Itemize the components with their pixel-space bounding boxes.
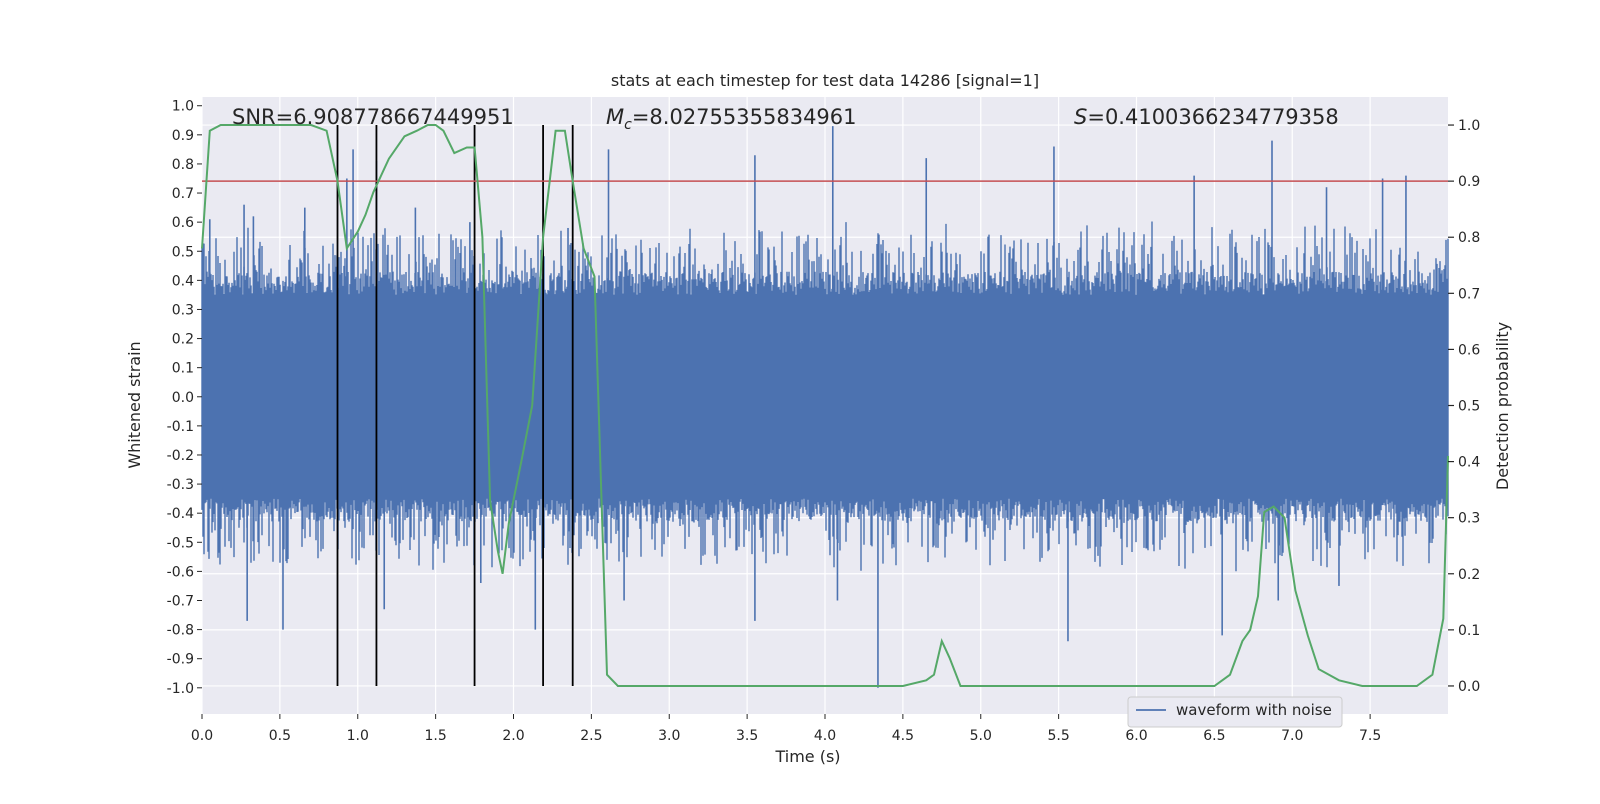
x-tick-label: 7.0: [1281, 728, 1303, 744]
y-tick-label: 0.6: [172, 215, 194, 231]
event-marker-layer: [336, 125, 574, 686]
x-tick-label: 1.5: [424, 728, 446, 744]
x-tick-label: 0.5: [269, 728, 291, 744]
y-axis-label: Whitened strain: [125, 341, 144, 468]
x-tick-label: 5.5: [1047, 728, 1069, 744]
y-tick-label: -0.9: [167, 652, 194, 668]
y-tick-label: 0.2: [172, 332, 194, 348]
y-tick-label: -0.8: [167, 623, 194, 639]
s-annotation: S=0.4100366234779358: [1074, 105, 1339, 129]
x-tick-label: 3.0: [658, 728, 680, 744]
x-tick-label: 6.5: [1203, 728, 1225, 744]
chart-title: stats at each timestep for test data 142…: [611, 71, 1039, 90]
x-tick-label: 7.5: [1359, 728, 1381, 744]
y-tick-label: 0.0: [172, 390, 194, 406]
y-tick-label: -0.1: [167, 419, 194, 435]
y-tick-label: 1.0: [172, 99, 194, 115]
y-tick-label: -0.4: [167, 506, 194, 522]
x-tick-label: 0.0: [191, 728, 213, 744]
y-tick-label: 0.7: [172, 186, 194, 202]
chirp-mass-subscript: c: [624, 117, 632, 133]
y2-tick-label: 0.2: [1458, 567, 1480, 583]
legend: waveform with noise: [1127, 696, 1343, 728]
legend-box: [1127, 696, 1343, 728]
x-tick-label: 1.0: [347, 728, 369, 744]
chirp-mass-symbol: M: [606, 105, 624, 129]
y2-tick-label: 1.0: [1458, 118, 1480, 134]
waveform-band: [201, 221, 1449, 572]
y2-tick-label: 0.1: [1458, 623, 1480, 639]
y-tick-label: 0.5: [172, 244, 194, 260]
x-tick-label: 2.5: [580, 728, 602, 744]
y-tick-label: 0.1: [172, 361, 194, 377]
s-symbol: S: [1074, 105, 1087, 129]
x-tick-label: 4.5: [892, 728, 914, 744]
x-tick-label: 3.5: [736, 728, 758, 744]
chirp-mass-value: =8.02755355834961: [632, 105, 857, 129]
y-tick-label: 0.4: [172, 273, 194, 289]
y-tick-label: -0.2: [167, 448, 194, 464]
y-tick-label: 0.3: [172, 302, 194, 318]
y2-tick-label: 0.8: [1458, 230, 1480, 246]
y2-tick-label: 0.3: [1458, 511, 1480, 527]
y-tick-label: -1.0: [167, 681, 194, 697]
y2-tick-label: 0.5: [1458, 399, 1480, 415]
y2-tick-label: 0.7: [1458, 286, 1480, 302]
snr-annotation: SNR=6.908778667449951: [232, 105, 514, 129]
y-tick-label: -0.6: [167, 564, 194, 580]
y2-axis-label: Detection probability: [1493, 322, 1512, 490]
y-tick-label: -0.7: [167, 593, 194, 609]
x-axis-label: Time (s): [774, 747, 840, 766]
s-value: =0.4100366234779358: [1087, 105, 1338, 129]
x-tick-label: 5.0: [970, 728, 992, 744]
x-tick-label: 2.0: [502, 728, 524, 744]
y2-tick-label: 0.0: [1458, 679, 1480, 695]
y-tick-label: -0.5: [167, 535, 194, 551]
y2-tick-label: 0.4: [1458, 455, 1480, 471]
chirp-mass-annotation: Mc=8.02755355834961: [606, 105, 857, 133]
y-tick-label: 0.8: [172, 157, 194, 173]
axes-layer: 0.0 0.5 1.0 1.5 2.0 2.5 3.0 3.5 4.0 4.5 5.0 5.5 6.0 6…: [167, 99, 1481, 744]
y2-tick-label: 0.6: [1458, 342, 1480, 358]
x-tick-label: 6.0: [1125, 728, 1147, 744]
detection-probability-line: [201, 124, 1449, 687]
y2-tick-label: 0.9: [1458, 174, 1480, 190]
legend-label: waveform with noise: [1176, 701, 1332, 719]
y-tick-label: -0.3: [167, 477, 194, 493]
x-tick-label: 4.0: [814, 728, 836, 744]
y-tick-label: 0.9: [172, 128, 194, 144]
